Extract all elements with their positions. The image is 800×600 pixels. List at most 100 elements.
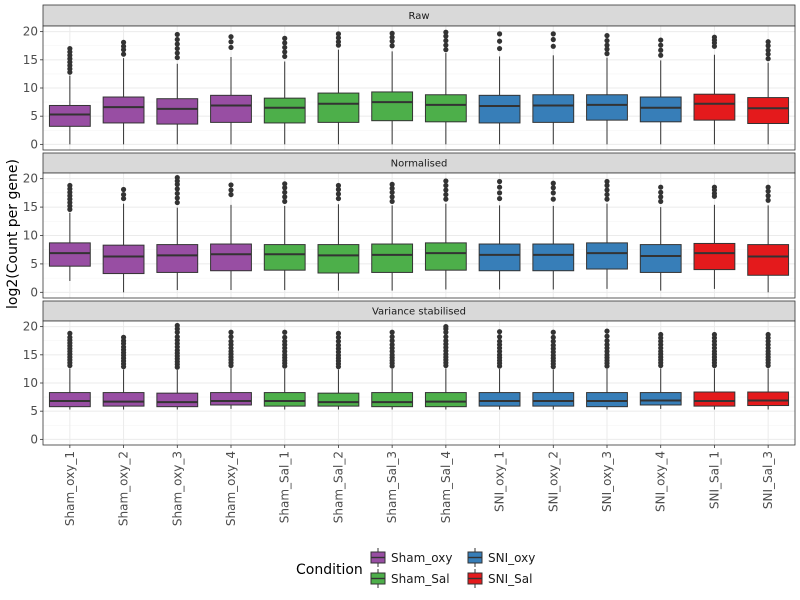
box-iqr (102, 96, 145, 124)
outlier-point (282, 44, 288, 51)
outlier-point (711, 331, 718, 338)
x-tick-label: Sham_oxy_2 (117, 451, 131, 526)
boxplot-sham-oxy-3 (156, 31, 199, 145)
x-tick-label: SNI_oxy_3 (600, 451, 614, 512)
boxplot-sni-oxy-2 (532, 329, 575, 410)
box-iqr (532, 392, 575, 407)
legend-item-sni-sal: SNI_Sal (467, 569, 532, 588)
outlier-point (765, 47, 771, 53)
boxplot-sni-sal-3 (747, 39, 790, 145)
outlier-point (658, 331, 664, 338)
outlier-point (604, 191, 610, 198)
boxplot-sham-oxy-1 (48, 45, 91, 145)
x-tick-label: Sham_Sal_1 (278, 451, 292, 523)
boxplot-sni-oxy-4 (639, 184, 682, 291)
outlier-point (174, 195, 180, 201)
box-iqr (478, 243, 521, 272)
boxplot-sham-sal-1 (263, 329, 306, 410)
y-tick-label: 0 (30, 137, 38, 151)
box-iqr (263, 244, 306, 271)
legend-item-sham-oxy: Sham_oxy (370, 548, 452, 567)
outlier-point (120, 39, 127, 45)
x-tick-label: SNI_Sal_3 (761, 451, 775, 509)
y-tick-label: 15 (23, 200, 38, 214)
boxplot-sham-sal-4 (424, 178, 467, 290)
outlier-point (282, 185, 288, 191)
outlier-point (389, 30, 395, 36)
boxplot-sham-sal-1 (263, 35, 306, 145)
box-iqr (693, 242, 736, 271)
boxplot-sni-oxy-2 (532, 31, 575, 145)
box-iqr (317, 392, 360, 407)
outlier-point (67, 45, 73, 52)
boxplot-sham-oxy-2 (102, 39, 145, 145)
outlier-point (443, 191, 449, 198)
outlier-point (604, 338, 610, 344)
x-tick-label: SNI_oxy_4 (654, 451, 668, 512)
outlier-point (174, 186, 180, 192)
outlier-point (765, 197, 771, 203)
outlier-point (389, 334, 395, 340)
outlier-point (604, 333, 610, 339)
outlier-point (120, 43, 127, 49)
outlier-point (335, 191, 342, 197)
outlier-point (335, 31, 342, 37)
boxplot-sni-oxy-4 (639, 331, 682, 409)
legend-item-sham-sal: Sham_Sal (370, 569, 450, 588)
boxplot-sni-sal-3 (747, 331, 790, 410)
x-tick-label: SNI_oxy_1 (493, 451, 507, 512)
outlier-point (443, 29, 449, 35)
outlier-point (120, 51, 127, 57)
box-iqr (48, 242, 91, 267)
outlier-point (389, 338, 395, 344)
outlier-point (604, 187, 610, 193)
panel-border (42, 320, 796, 446)
boxplot-sham-oxy-4 (210, 329, 252, 409)
boxplot-sham-sal-2 (317, 182, 360, 291)
box-iqr (586, 94, 628, 121)
box-iqr (747, 391, 790, 407)
outlier-point (604, 178, 610, 185)
outlier-point (174, 322, 180, 329)
y-tick-label: 5 (30, 404, 38, 418)
box-iqr (210, 243, 252, 272)
box-iqr (586, 392, 628, 408)
x-tick-label: Sham_Sal_2 (331, 451, 345, 523)
outlier-point (120, 334, 127, 340)
box-iqr (639, 244, 682, 273)
outlier-point (765, 184, 771, 190)
outlier-point (174, 54, 180, 61)
box-iqr (156, 98, 199, 125)
outlier-point (496, 338, 503, 344)
outlier-point (604, 328, 610, 334)
outlier-point (550, 338, 556, 344)
outlier-point (604, 46, 610, 52)
outlier-point (389, 189, 395, 195)
outlier-point (604, 196, 610, 202)
outlier-point (228, 182, 234, 188)
outlier-point (765, 193, 771, 199)
legend-label: SNI_oxy (488, 551, 535, 565)
facet-strip-label: Raw (408, 11, 429, 22)
outlier-point (658, 198, 664, 205)
boxplot-sni-sal-1 (693, 331, 736, 410)
outlier-point (550, 334, 556, 340)
box-iqr (48, 104, 91, 127)
box-iqr (263, 97, 306, 124)
legend-label: Sham_Sal (391, 572, 450, 586)
y-tick-label: 10 (23, 376, 38, 390)
outlier-point (496, 178, 503, 185)
outlier-point (174, 174, 180, 181)
outlier-point (658, 184, 664, 190)
boxplot-sham-sal-2 (317, 31, 360, 145)
boxplot-sham-sal-3 (371, 181, 414, 291)
outlier-point (443, 33, 449, 39)
outlier-point (67, 182, 73, 189)
outlier-point (496, 190, 503, 196)
outlier-point (443, 196, 449, 202)
facet-strip-label: Normalised (391, 159, 448, 170)
facet-panel-raw: Raw 0 5 10 15 20 (23, 4, 796, 151)
outlier-point (443, 338, 449, 344)
boxplot-sham-oxy-3 (156, 322, 199, 410)
